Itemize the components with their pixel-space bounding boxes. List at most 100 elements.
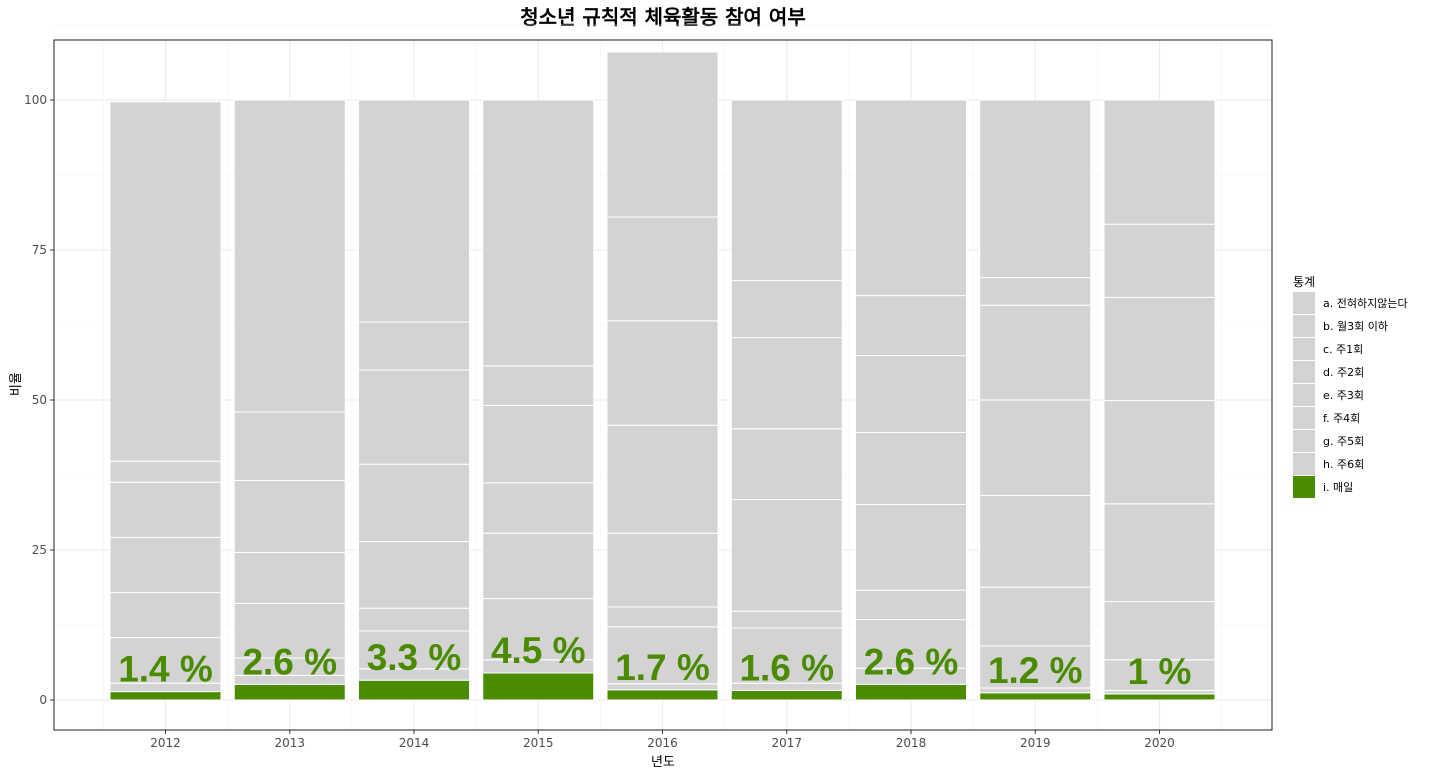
legend-key (1293, 384, 1315, 406)
legend-label: c. 주1회 (1323, 343, 1363, 356)
legend-key (1293, 453, 1315, 475)
bar-segment-2019-7 (979, 304, 1092, 401)
daily-percent-label-2016: 1.7 % (615, 647, 710, 688)
bar-segment-2012-6 (109, 481, 222, 538)
bar-segment-2017-4 (730, 610, 843, 629)
bar-segment-2017-8 (730, 280, 843, 339)
bar-segment-2020-4 (1103, 601, 1216, 661)
bar-segment-2014-1 (358, 679, 470, 701)
chart-title: 청소년 규칙적 체육활동 참여 여부 (520, 5, 805, 29)
daily-percent-label-2018: 2.6 % (864, 641, 959, 682)
bar-segment-2018-9 (855, 99, 967, 297)
bar-segment-2016-5 (606, 532, 719, 608)
bar-segment-2020-3 (1103, 659, 1216, 691)
bar-segment-2015-8 (482, 365, 595, 406)
legend-key (1293, 338, 1315, 360)
bar-segment-2018-8 (855, 295, 967, 357)
legend-key (1293, 292, 1315, 314)
bar-segment-2020-1 (1103, 693, 1216, 701)
bar-segment-2018-6 (855, 431, 967, 505)
y-tick-label: 100 (24, 93, 47, 107)
legend-label: f. 주4회 (1323, 412, 1360, 425)
x-tick-label-2018: 2018 (896, 736, 927, 750)
bar-segment-2016-1 (606, 689, 719, 701)
bar-segment-2016-9 (606, 51, 719, 218)
bar-segment-2016-4 (606, 606, 719, 628)
bar-segment-2014-3 (358, 630, 470, 670)
x-tick-label-2019: 2019 (1020, 736, 1051, 750)
daily-percent-label-2014: 3.3 % (367, 637, 462, 678)
legend: 통계 a. 전혀하지않는다 b. 월3회 이하 c. 주1회 d. 주2회 e. 주3회… (1293, 275, 1408, 498)
bar-segment-2018-5 (855, 503, 967, 591)
bar-segment-2014-8 (358, 321, 470, 371)
bar-segment-2014-4 (358, 607, 470, 632)
plot-panel: 1.4 % 2.6 % 3.3 % 4.5 % 1.7 % 1.6 % 2.6 % 1.2 %… (53, 24, 1273, 731)
bar-segment-2014-7 (358, 369, 470, 465)
legend-key (1293, 430, 1315, 452)
x-axis-title: 년도 (651, 755, 675, 770)
bar-segment-2017-5 (730, 499, 843, 612)
bar-segment-2019-8 (979, 277, 1092, 306)
legend-title: 통계 (1293, 275, 1315, 289)
legend-label: e. 주3회 (1323, 389, 1364, 402)
bar-segment-2013-4 (233, 602, 346, 659)
bar-segment-2015-7 (482, 404, 595, 484)
bar-segment-2014-5 (358, 541, 470, 609)
bar-segment-2012-5 (109, 536, 222, 594)
y-axis-title: 비율 (9, 372, 24, 396)
bar-segment-2019-3 (979, 645, 1092, 689)
bar-segment-2015-9 (482, 99, 595, 367)
x-tick-label-2013: 2013 (274, 736, 305, 750)
bar-segment-2013-7 (233, 411, 346, 481)
legend-label: a. 전혀하지않는다 (1323, 296, 1408, 310)
bar-segment-2017-1 (730, 689, 843, 701)
bar-segment-2012-3 (109, 637, 222, 684)
bar-segment-2014-6 (358, 463, 470, 543)
bar-segment-2017-6 (730, 428, 843, 501)
x-tick-label-2014: 2014 (399, 736, 430, 750)
legend-label: d. 주2회 (1323, 366, 1364, 379)
legend-label: g. 주5회 (1323, 435, 1364, 448)
bar-segment-2018-4 (855, 589, 967, 621)
bar-segment-2020-9 (1103, 99, 1216, 225)
x-tick-label-2016: 2016 (647, 736, 678, 750)
x-tick-label-2015: 2015 (523, 736, 554, 750)
bar-segment-2017-9 (730, 99, 843, 282)
y-tick-label: 75 (32, 243, 47, 257)
bar-segment-2016-7 (606, 320, 719, 426)
legend-label: h. 주6회 (1323, 458, 1364, 471)
daily-percent-label-2017: 1.6 % (739, 647, 834, 688)
bar-segment-2015-5 (482, 532, 595, 600)
bar-segment-2017-7 (730, 337, 843, 430)
bar-segment-2019-9 (979, 99, 1092, 279)
bar-segment-2020-7 (1103, 296, 1216, 402)
y-tick-label: 25 (32, 543, 47, 557)
y-tick-label: 0 (39, 693, 47, 707)
bar-segment-2013-1 (233, 683, 346, 701)
legend-key (1293, 407, 1315, 429)
bar-segment-2020-5 (1103, 503, 1216, 603)
bar-segment-2019-1 (979, 692, 1092, 701)
daily-percent-label-2019: 1.2 % (988, 650, 1083, 691)
legend-key (1293, 315, 1315, 337)
y-tick-label: 50 (32, 393, 47, 407)
x-tick-label-2012: 2012 (150, 736, 181, 750)
daily-percent-label-2015: 4.5 % (491, 630, 586, 671)
daily-percent-label-2020: 1 % (1128, 651, 1192, 692)
bar-segment-2015-3 (482, 598, 595, 661)
bar-segment-2019-6 (979, 399, 1092, 496)
bar-segment-2020-8 (1103, 223, 1216, 298)
bar-segment-2012-1 (109, 691, 222, 701)
bar-segment-2018-1 (855, 683, 967, 701)
x-tick-label-2020: 2020 (1144, 736, 1175, 750)
legend-label: b. 월3회 이하 (1323, 319, 1388, 333)
bar-segment-2020-6 (1103, 400, 1216, 505)
bar-segment-2013-9 (233, 99, 346, 413)
legend-key (1293, 476, 1315, 498)
bar-segment-2016-3 (606, 626, 719, 685)
bar-segment-2012-9 (109, 101, 222, 462)
bar-segment-2019-5 (979, 494, 1092, 588)
legend-key (1293, 361, 1315, 383)
legend-label: i. 매일 (1323, 480, 1353, 494)
